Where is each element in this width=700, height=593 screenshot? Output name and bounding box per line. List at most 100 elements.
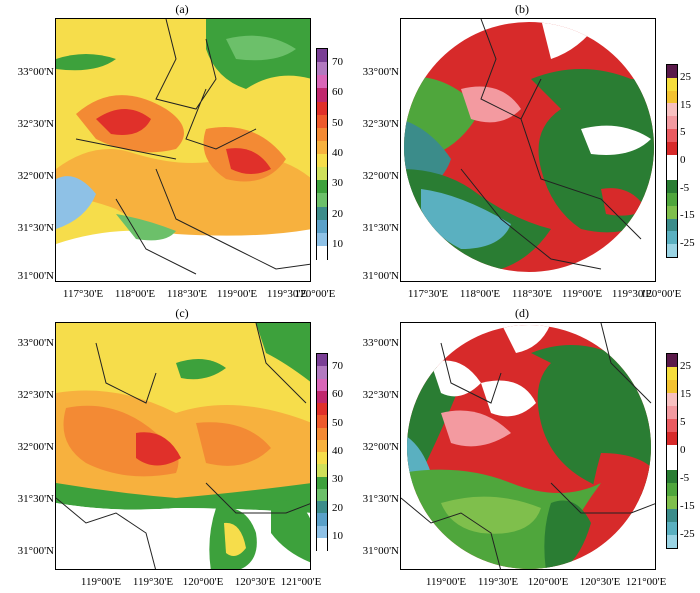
colorbar-tick-label: 30	[332, 177, 343, 190]
colorbar-tick-label: 50	[332, 416, 343, 429]
colorbar-tick-label: 40	[332, 147, 343, 159]
lat-label: 31°00'N	[17, 270, 54, 282]
colorbar-segment	[667, 193, 677, 207]
lon-label: 119°30'E	[132, 576, 174, 588]
colorbar-segment	[667, 418, 677, 433]
panel-b-label: (b)	[515, 2, 529, 16]
colorbar-segment	[317, 219, 327, 234]
lon-label: 119°00'E	[561, 288, 603, 300]
lon-label: 118°30'E	[166, 288, 208, 300]
colorbar-segment	[667, 231, 677, 245]
colorbar-segment	[317, 501, 327, 514]
lat-label: 33°00'N	[362, 66, 399, 78]
lat-label: 32°00'N	[17, 441, 54, 453]
lon-label: 117°30'E	[62, 288, 104, 300]
panel-d-label: (d)	[515, 306, 529, 320]
colorbar-segment	[317, 427, 327, 441]
lat-label: 31°00'N	[362, 270, 399, 282]
lat-label: 32°30'N	[17, 389, 54, 401]
colorbar-segment	[317, 464, 327, 477]
colorbar-segment	[667, 116, 677, 130]
colorbar-segment	[667, 405, 677, 420]
colorbar-tick-label: 10	[332, 529, 343, 542]
colorbar-segment	[667, 522, 677, 536]
colorbar-tick-label: 60	[332, 86, 343, 99]
colorbar-segment	[667, 154, 677, 168]
lon-label: 119°30'E	[611, 288, 653, 300]
colorbar-segment	[317, 366, 327, 379]
lat-label: 32°30'N	[362, 118, 399, 130]
colorbar-segment	[667, 509, 677, 523]
colorbar-tick-label: 20	[332, 501, 343, 514]
colorbar-segment	[317, 488, 327, 502]
colorbar-segment	[317, 390, 327, 404]
lat-label: 31°30'N	[362, 222, 399, 234]
colorbar-tick-label: -15	[680, 209, 695, 222]
colorbar-tick-label: 5	[680, 416, 686, 428]
colorbar-segment	[317, 476, 327, 490]
lon-label: 117°30'E	[407, 288, 449, 300]
reflectivity-field-c	[56, 323, 310, 569]
lon-label: 120°00'E	[294, 288, 336, 300]
colorbar-segment	[317, 180, 327, 194]
colorbar-segment	[317, 75, 327, 89]
colorbar-tick-label: 70	[332, 360, 343, 373]
lat-label: 31°30'N	[17, 493, 54, 505]
lon-label: 120°00'E	[527, 576, 569, 588]
colorbar-tick-label: 25	[680, 70, 691, 83]
colorbar-segment	[667, 129, 677, 143]
lat-label: 33°00'N	[17, 337, 54, 349]
lat-label: 31°30'N	[17, 222, 54, 234]
colorbar-tick-label: 10	[332, 237, 343, 250]
colorbar-segment	[317, 62, 327, 76]
colorbar-segment	[667, 103, 677, 117]
colorbar-c	[316, 353, 328, 551]
lat-label: 31°00'N	[362, 545, 399, 557]
lon-label: 120°30'E	[234, 576, 276, 588]
lon-label: 118°00'E	[459, 288, 501, 300]
colorbar-tick-label: 30	[332, 473, 343, 486]
colorbar-segment	[317, 403, 327, 416]
lon-label: 119°30'E	[266, 288, 308, 300]
colorbar-a	[316, 48, 328, 260]
colorbar-tick-label: 5	[680, 126, 686, 139]
velocity-map-d	[400, 322, 656, 570]
colorbar-segment	[317, 88, 327, 102]
colorbar-tick-label: 0	[680, 444, 686, 456]
reflectivity-map-a	[55, 18, 311, 282]
colorbar-tick-label: -5	[680, 472, 690, 484]
lon-label: 119°00'E	[425, 576, 467, 588]
colorbar-tick-label: 40	[332, 445, 343, 457]
velocity-field-d	[401, 323, 655, 569]
lat-label: 32°00'N	[17, 170, 54, 182]
colorbar-tick-label: 0	[680, 154, 686, 166]
colorbar-tick-label: -25	[680, 237, 695, 250]
colorbar-segment	[317, 154, 327, 168]
lat-label: 31°00'N	[17, 545, 54, 557]
colorbar-segment	[667, 205, 677, 220]
colorbar-tick-label: 50	[332, 116, 343, 129]
lon-label: 118°00'E	[114, 288, 156, 300]
colorbar-segment	[317, 415, 327, 428]
colorbar-segment	[667, 180, 677, 194]
lon-label: 119°30'E	[477, 576, 519, 588]
colorbar-tick-label: 70	[332, 56, 343, 69]
colorbar-segment	[667, 444, 677, 458]
lon-label: 120°30'E	[579, 576, 621, 588]
lat-label: 32°30'N	[362, 389, 399, 401]
colorbar-segment	[667, 354, 677, 368]
lon-label: 120°00'E	[640, 288, 682, 300]
colorbar-segment	[667, 244, 677, 258]
colorbar-segment	[667, 496, 677, 510]
colorbar-segment	[317, 537, 327, 551]
colorbar-segment	[317, 513, 327, 526]
colorbar-segment	[667, 366, 677, 381]
colorbar-segment	[317, 101, 327, 116]
lat-label: 32°00'N	[362, 441, 399, 453]
panel-a-label: (a)	[175, 2, 189, 16]
lon-label: 120°00'E	[182, 576, 224, 588]
colorbar-segment	[317, 378, 327, 392]
lat-label: 32°30'N	[17, 118, 54, 130]
lat-label: 33°00'N	[362, 337, 399, 349]
lat-label: 33°00'N	[17, 66, 54, 78]
